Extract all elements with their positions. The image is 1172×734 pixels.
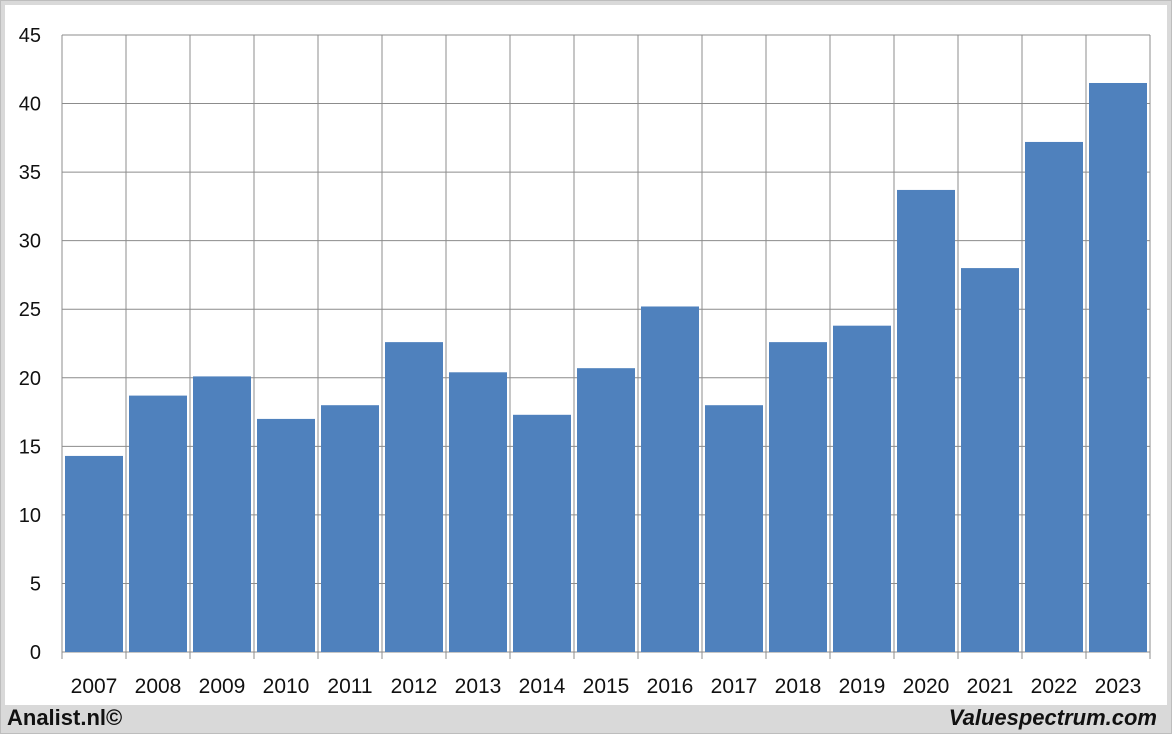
x-tick-label: 2007: [71, 675, 118, 698]
y-tick-label: 35: [19, 162, 41, 184]
bar: [513, 414, 571, 652]
x-tick-label: 2010: [263, 675, 310, 698]
bar: [321, 405, 379, 652]
y-tick-label: 40: [19, 94, 41, 116]
bar: [897, 189, 955, 653]
bar: [833, 325, 891, 652]
x-tick-label: 2017: [711, 675, 758, 698]
bar: [705, 405, 763, 652]
bar-chart: 0 5 10 15 20 25 30 35 40 45 2007 2008 2009 2010 2011 20…: [19, 25, 1151, 698]
source-credit-right: Valuespectrum.com: [948, 705, 1157, 730]
bar: [577, 368, 635, 652]
x-tick-label: 2012: [391, 675, 438, 698]
y-tick-label: 5: [30, 573, 41, 595]
y-tick-label: 30: [19, 231, 41, 253]
x-tick-label: 2019: [839, 675, 886, 698]
x-tick-label: 2011: [327, 675, 372, 698]
bar: [769, 342, 827, 652]
x-tick-label: 2022: [1031, 675, 1078, 698]
x-tick-label: 2015: [583, 675, 630, 698]
source-credit-left: Analist.nl©: [7, 705, 123, 730]
bar: [129, 395, 187, 652]
y-tick-label: 45: [19, 25, 41, 47]
bar: [385, 342, 443, 652]
bar: [961, 268, 1019, 652]
bar: [1025, 141, 1083, 653]
y-tick-label: 10: [19, 505, 41, 527]
bar: [1089, 82, 1147, 652]
y-tick-label: 15: [19, 436, 41, 458]
bar: [257, 418, 315, 652]
x-tick-label: 2013: [455, 675, 502, 698]
y-tick-label: 25: [19, 299, 41, 321]
x-tick-label: 2018: [775, 675, 822, 698]
bar: [449, 372, 507, 652]
y-tick-label: 20: [19, 368, 41, 390]
x-tick-label: 2008: [135, 675, 182, 698]
x-tick-label: 2023: [1095, 675, 1142, 698]
x-tick-label: 2016: [647, 675, 694, 698]
x-tick-label: 2021: [967, 675, 1014, 698]
x-tick-label: 2020: [903, 675, 950, 698]
x-tick-label: 2014: [519, 675, 566, 698]
bar: [193, 376, 251, 652]
bar: [641, 306, 699, 652]
bar: [65, 455, 123, 652]
x-tick-label: 2009: [199, 675, 246, 698]
y-tick-label: 0: [30, 642, 41, 664]
